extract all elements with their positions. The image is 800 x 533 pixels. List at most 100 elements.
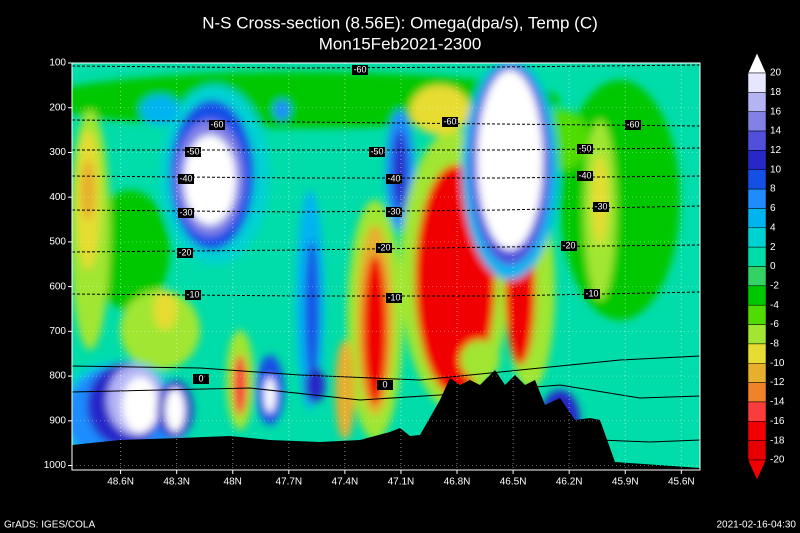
isotherm-label-box: [369, 147, 385, 157]
colorbar-bin: [747, 150, 767, 170]
isotherm-label: -30: [387, 206, 400, 216]
isotherm-label: -50: [186, 146, 199, 156]
x-tick-label: 45.9N: [612, 477, 639, 488]
field-blob: [264, 377, 276, 413]
colorbar-label: -6: [770, 319, 779, 330]
isotherm-label: -30: [179, 207, 192, 217]
isotherm-label: -30: [594, 201, 607, 211]
omega-contour: [599, 439, 700, 443]
field-blob: [305, 367, 325, 403]
colorbar-bin: [747, 363, 767, 383]
x-tick-label: 47.1N: [388, 477, 415, 488]
isotherm-label-box: [376, 243, 392, 253]
isotherm-label: -10: [585, 288, 598, 298]
colorbar-label: 6: [770, 203, 776, 214]
x-tick-label: 45.6N: [668, 477, 695, 488]
x-tick-label: 48N: [224, 477, 242, 488]
isotherm-label-box: [386, 174, 402, 184]
x-tick-label: 47.4N: [332, 477, 359, 488]
x-tick-label: 46.8N: [444, 477, 471, 488]
field-blob: [165, 388, 185, 432]
isotherm-label-box: [185, 290, 201, 300]
footer-right: 2021-02-16-04:30: [716, 520, 796, 531]
isotherm-label-box: [177, 248, 193, 258]
isotherm-label-box: [386, 293, 402, 303]
colorbar-bin: [747, 440, 767, 461]
omega-contour: [72, 384, 700, 401]
colorbar-label: 0: [770, 261, 776, 272]
isotherm-label-box: [625, 120, 641, 130]
chart-title: N-S Cross-section (8.56E): Omega(dpa/s),…: [202, 13, 598, 32]
colorbar-bin: [747, 382, 767, 403]
field-blob: [140, 95, 180, 125]
isotherm-label: -20: [377, 242, 390, 252]
colorbar-bin: [747, 421, 767, 441]
colorbar-bin: [747, 304, 767, 325]
colorbar-label: -12: [770, 377, 785, 388]
colorbar-label: 14: [770, 126, 782, 137]
isotherm-label: -10: [186, 289, 199, 299]
y-tick-label: 600: [49, 281, 66, 292]
isotherm-label: -60: [443, 116, 456, 126]
colorbar-label: 12: [770, 145, 782, 156]
field-blob: [90, 190, 170, 310]
y-tick-label: 300: [49, 147, 66, 158]
isotherm-label-box: [561, 241, 577, 251]
field-blob: [274, 100, 290, 120]
y-tick-label: 800: [49, 371, 66, 382]
omega-contour: [72, 355, 700, 381]
colorbar-bin: [747, 169, 767, 190]
colorbar-label: 10: [770, 164, 782, 175]
isotherm-label: 0: [198, 373, 203, 383]
colorbar-label: -10: [770, 358, 785, 369]
isotherm-label: -60: [210, 119, 223, 129]
colorbar-label: -18: [770, 435, 785, 446]
isotherm-label: -20: [178, 247, 191, 257]
isotherm-label-box: [178, 208, 194, 218]
isotherm-label: -60: [626, 119, 639, 129]
colorbar-bin: [747, 246, 767, 267]
x-tick-label: 47.7N: [275, 477, 302, 488]
x-tick-label: 46.2N: [556, 477, 583, 488]
isotherm-label: -50: [370, 146, 383, 156]
isotherm-label-box: [209, 120, 225, 130]
y-tick-label: 700: [49, 326, 66, 337]
colorbar-end: [747, 52, 767, 74]
y-tick-label: 900: [49, 415, 66, 426]
field-blob: [393, 130, 407, 210]
colorbar-label: -14: [770, 397, 785, 408]
isotherm-label: 0: [382, 379, 387, 389]
x-tick-label: 48.6N: [107, 477, 134, 488]
isotherm-label-box: [584, 289, 600, 299]
isotherm-label: -60: [353, 64, 366, 74]
field-blob: [460, 340, 500, 380]
field-blob: [335, 340, 355, 440]
colorbar-label: 2: [770, 242, 776, 253]
isotherm-label: -40: [578, 170, 591, 180]
y-tick-label: 500: [49, 237, 66, 248]
y-tick-label: 100: [49, 58, 66, 69]
overlay: -60 -60 -60 -60 -50 -50 -50 -40 -40 -40 -30 -30 -30 -…: [72, 63, 700, 470]
colorbar-bin: [747, 343, 767, 364]
colorbar-label: 20: [770, 68, 782, 79]
isotherm: [72, 147, 700, 151]
colorbar-bin: [747, 208, 767, 229]
colorbar-label: -20: [770, 455, 785, 466]
field-blob: [233, 355, 247, 415]
isotherm-label-box: [577, 171, 593, 181]
isotherm-label-box: [377, 380, 393, 390]
colorbar-label: -4: [770, 300, 779, 311]
colorbar-label: -2: [770, 280, 779, 291]
y-tick-label: 400: [49, 192, 66, 203]
colorbar-bin: [747, 324, 767, 345]
isotherm-label: -40: [387, 173, 400, 183]
colorbar-bin: [747, 227, 767, 248]
field-blob: [153, 290, 177, 330]
field-blob: [410, 85, 470, 135]
field-blob: [592, 155, 608, 245]
field-blob: [184, 135, 236, 225]
isotherm-label-box: [193, 374, 209, 384]
field: [72, 63, 700, 470]
colorbar-bin: [747, 188, 767, 209]
